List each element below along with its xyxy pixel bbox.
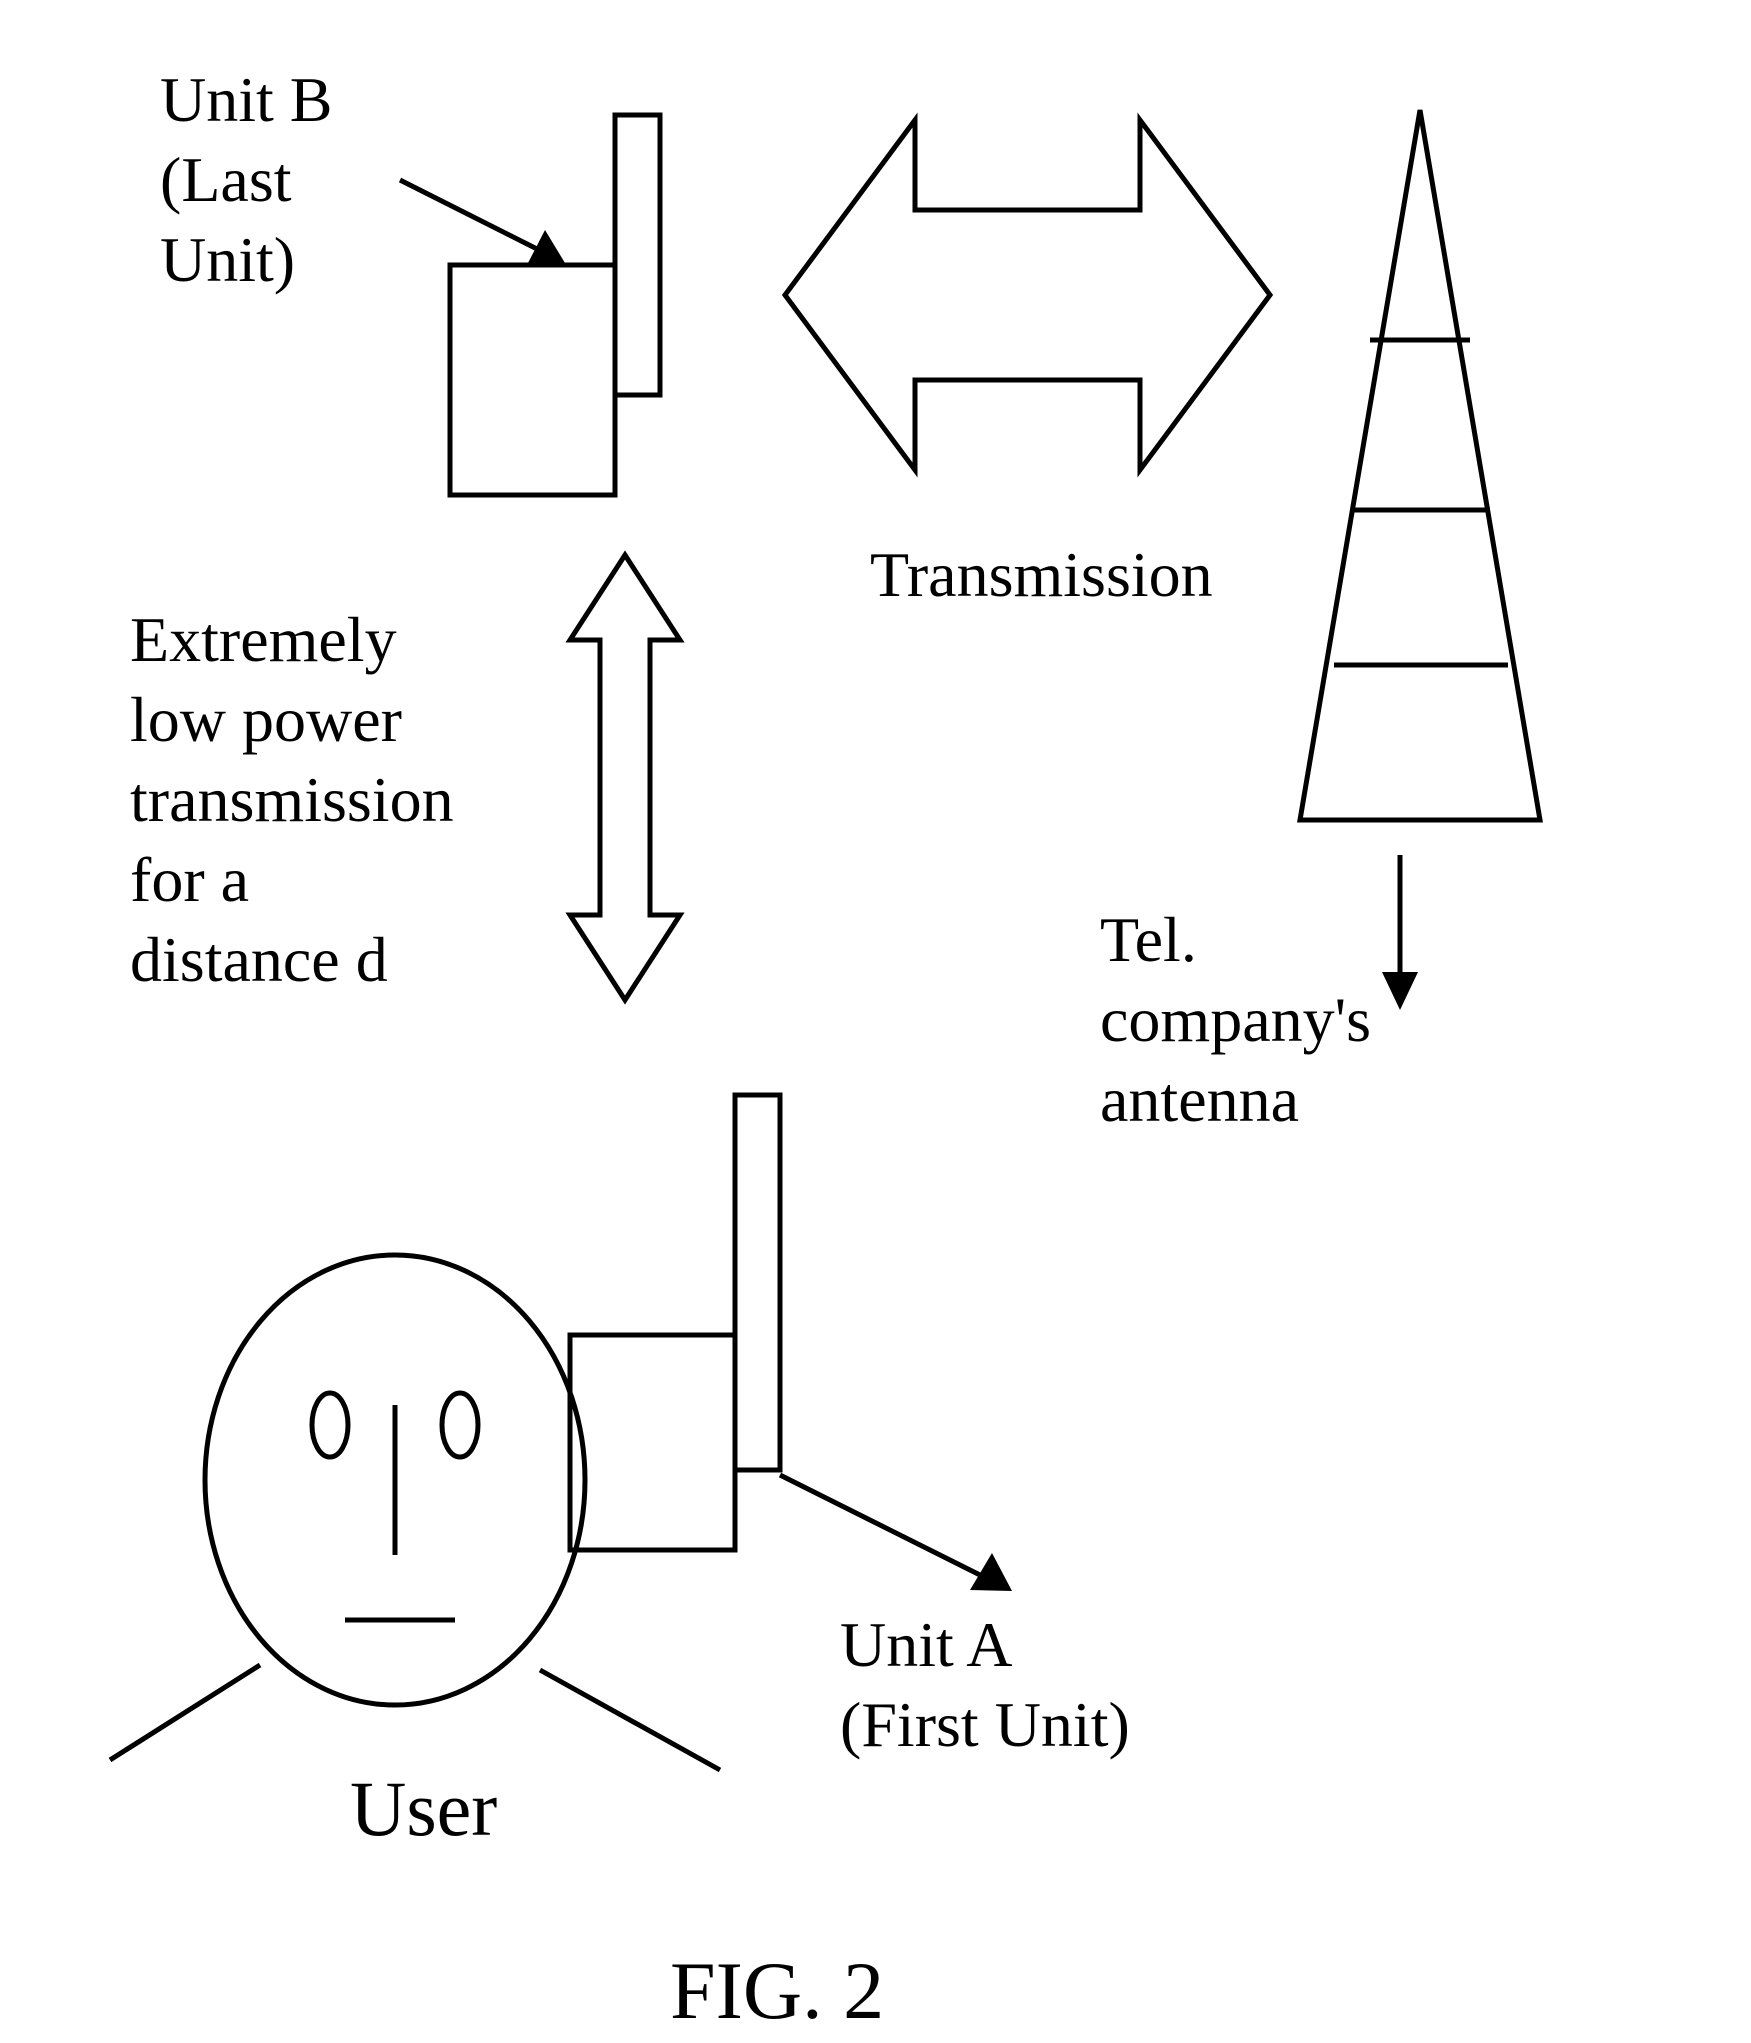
user-shoulder-left	[110, 1665, 260, 1760]
user-eye-right	[442, 1393, 478, 1457]
label-transmission: Transmission	[870, 535, 1213, 615]
arrow-unit-b	[400, 180, 565, 263]
label-unit-b: Unit B (Last Unit)	[160, 60, 332, 300]
unit-a-antenna	[735, 1095, 780, 1470]
diagram-canvas: Unit B (Last Unit) Transmission Extremel…	[0, 0, 1751, 2039]
user-shoulder-right	[540, 1670, 720, 1770]
user-eye-left	[312, 1393, 348, 1457]
double-arrow-vertical	[570, 555, 680, 1000]
label-low-power: Extremely low power transmission for a d…	[130, 600, 454, 1000]
label-unit-a: Unit A (First Unit)	[840, 1605, 1130, 1765]
tower-outline	[1300, 110, 1540, 820]
unit-a-body	[570, 1335, 735, 1550]
arrow-antenna	[1382, 855, 1418, 1010]
unit-b-body	[450, 265, 615, 495]
arrow-unit-a	[780, 1475, 1012, 1591]
double-arrow-horizontal	[785, 120, 1270, 470]
unit-b-antenna	[615, 115, 660, 395]
label-user: User	[350, 1760, 497, 1858]
label-figure: FIG. 2	[670, 1940, 884, 2043]
label-antenna: Tel. company's antenna	[1100, 900, 1371, 1140]
